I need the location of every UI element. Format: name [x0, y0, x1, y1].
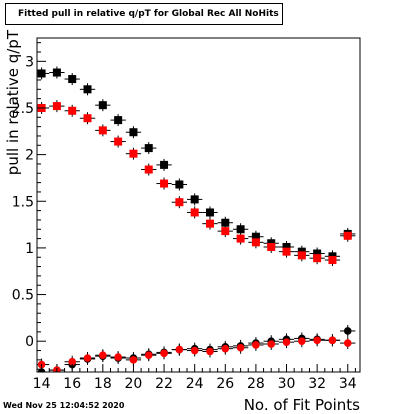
y-tick-label: 2 [25, 148, 34, 164]
x-tick-label: 18 [94, 376, 112, 392]
data-point [52, 68, 61, 77]
y-tick-label: 2.5 [12, 101, 34, 117]
data-point [343, 339, 352, 347]
data-point [98, 101, 107, 110]
data-point [205, 219, 214, 228]
data-point [52, 102, 61, 111]
x-tick-label: 30 [278, 376, 296, 392]
data-point [160, 349, 168, 358]
data-point [129, 356, 138, 364]
data-point [83, 354, 92, 362]
data-point [282, 338, 291, 346]
chart-title: Fitted pull in relative q/pT for Global … [5, 3, 283, 25]
data-point [206, 347, 214, 356]
data-point [343, 327, 352, 335]
data-point [144, 165, 153, 174]
x-tick-label: 20 [125, 376, 143, 392]
data-point [236, 225, 245, 234]
data-point [251, 238, 260, 247]
data-point [68, 75, 77, 84]
data-point [297, 251, 306, 260]
y-tick-label: 3 [25, 54, 34, 70]
data-point [282, 247, 291, 256]
data-point [313, 254, 322, 263]
series-1 [37, 100, 356, 267]
x-tick-label: 16 [63, 376, 81, 392]
data-point [343, 231, 352, 240]
data-point [298, 337, 306, 346]
data-point [129, 149, 138, 158]
data-point [221, 227, 230, 236]
series-3 [37, 334, 356, 372]
data-point [68, 357, 77, 366]
data-point [267, 242, 276, 251]
data-point [221, 218, 230, 227]
y-tick-label: 1 [25, 241, 34, 257]
data-point [252, 341, 260, 349]
data-point [175, 180, 184, 189]
data-point [114, 137, 123, 146]
data-point [190, 195, 199, 204]
data-point [190, 208, 199, 217]
data-point [175, 198, 184, 207]
data-point [267, 340, 276, 348]
plot-frame [36, 37, 361, 373]
x-axis-label: No. of Fit Points [244, 396, 360, 414]
x-tick-label: 24 [186, 376, 204, 392]
x-tick-label: 28 [247, 376, 265, 392]
data-point [190, 346, 199, 355]
data-point [37, 69, 46, 78]
data-point [98, 126, 107, 135]
data-point [144, 351, 153, 360]
data-point [175, 345, 184, 354]
axes: 14 16 18 20 22 24 26 28 30 32 34 0 0.5 1 1.5 2 2.5 3 [12, 42, 357, 392]
y-axis-label: pull in relative q/pT [4, 29, 22, 175]
data-point [205, 208, 214, 217]
x-tick-label: 26 [216, 376, 234, 392]
data-point [236, 234, 245, 243]
data-point [160, 179, 169, 188]
timestamp: Wed Nov 25 12:04:52 2020 [3, 401, 125, 410]
data-point [83, 85, 92, 94]
y-tick-label: 0.5 [12, 288, 34, 304]
data-point [114, 353, 122, 361]
data-point [99, 351, 107, 360]
data-point [114, 116, 123, 125]
data-point [328, 336, 337, 345]
data-point [83, 114, 92, 123]
y-tick-label: 0 [25, 334, 34, 350]
data-point [68, 106, 77, 115]
data-point [160, 160, 169, 169]
series-0 [37, 66, 356, 263]
data-point [313, 336, 321, 345]
x-tick-label: 34 [339, 376, 357, 392]
data-point [221, 344, 230, 353]
plot-marks [37, 66, 356, 372]
x-tick-label: 14 [33, 376, 51, 392]
data-point [129, 128, 138, 137]
x-tick-label: 22 [155, 376, 173, 392]
data-point [236, 343, 245, 352]
data-point [144, 144, 153, 153]
y-tick-label: 1.5 [12, 194, 34, 210]
x-tick-label: 32 [308, 376, 326, 392]
data-point [328, 256, 337, 265]
